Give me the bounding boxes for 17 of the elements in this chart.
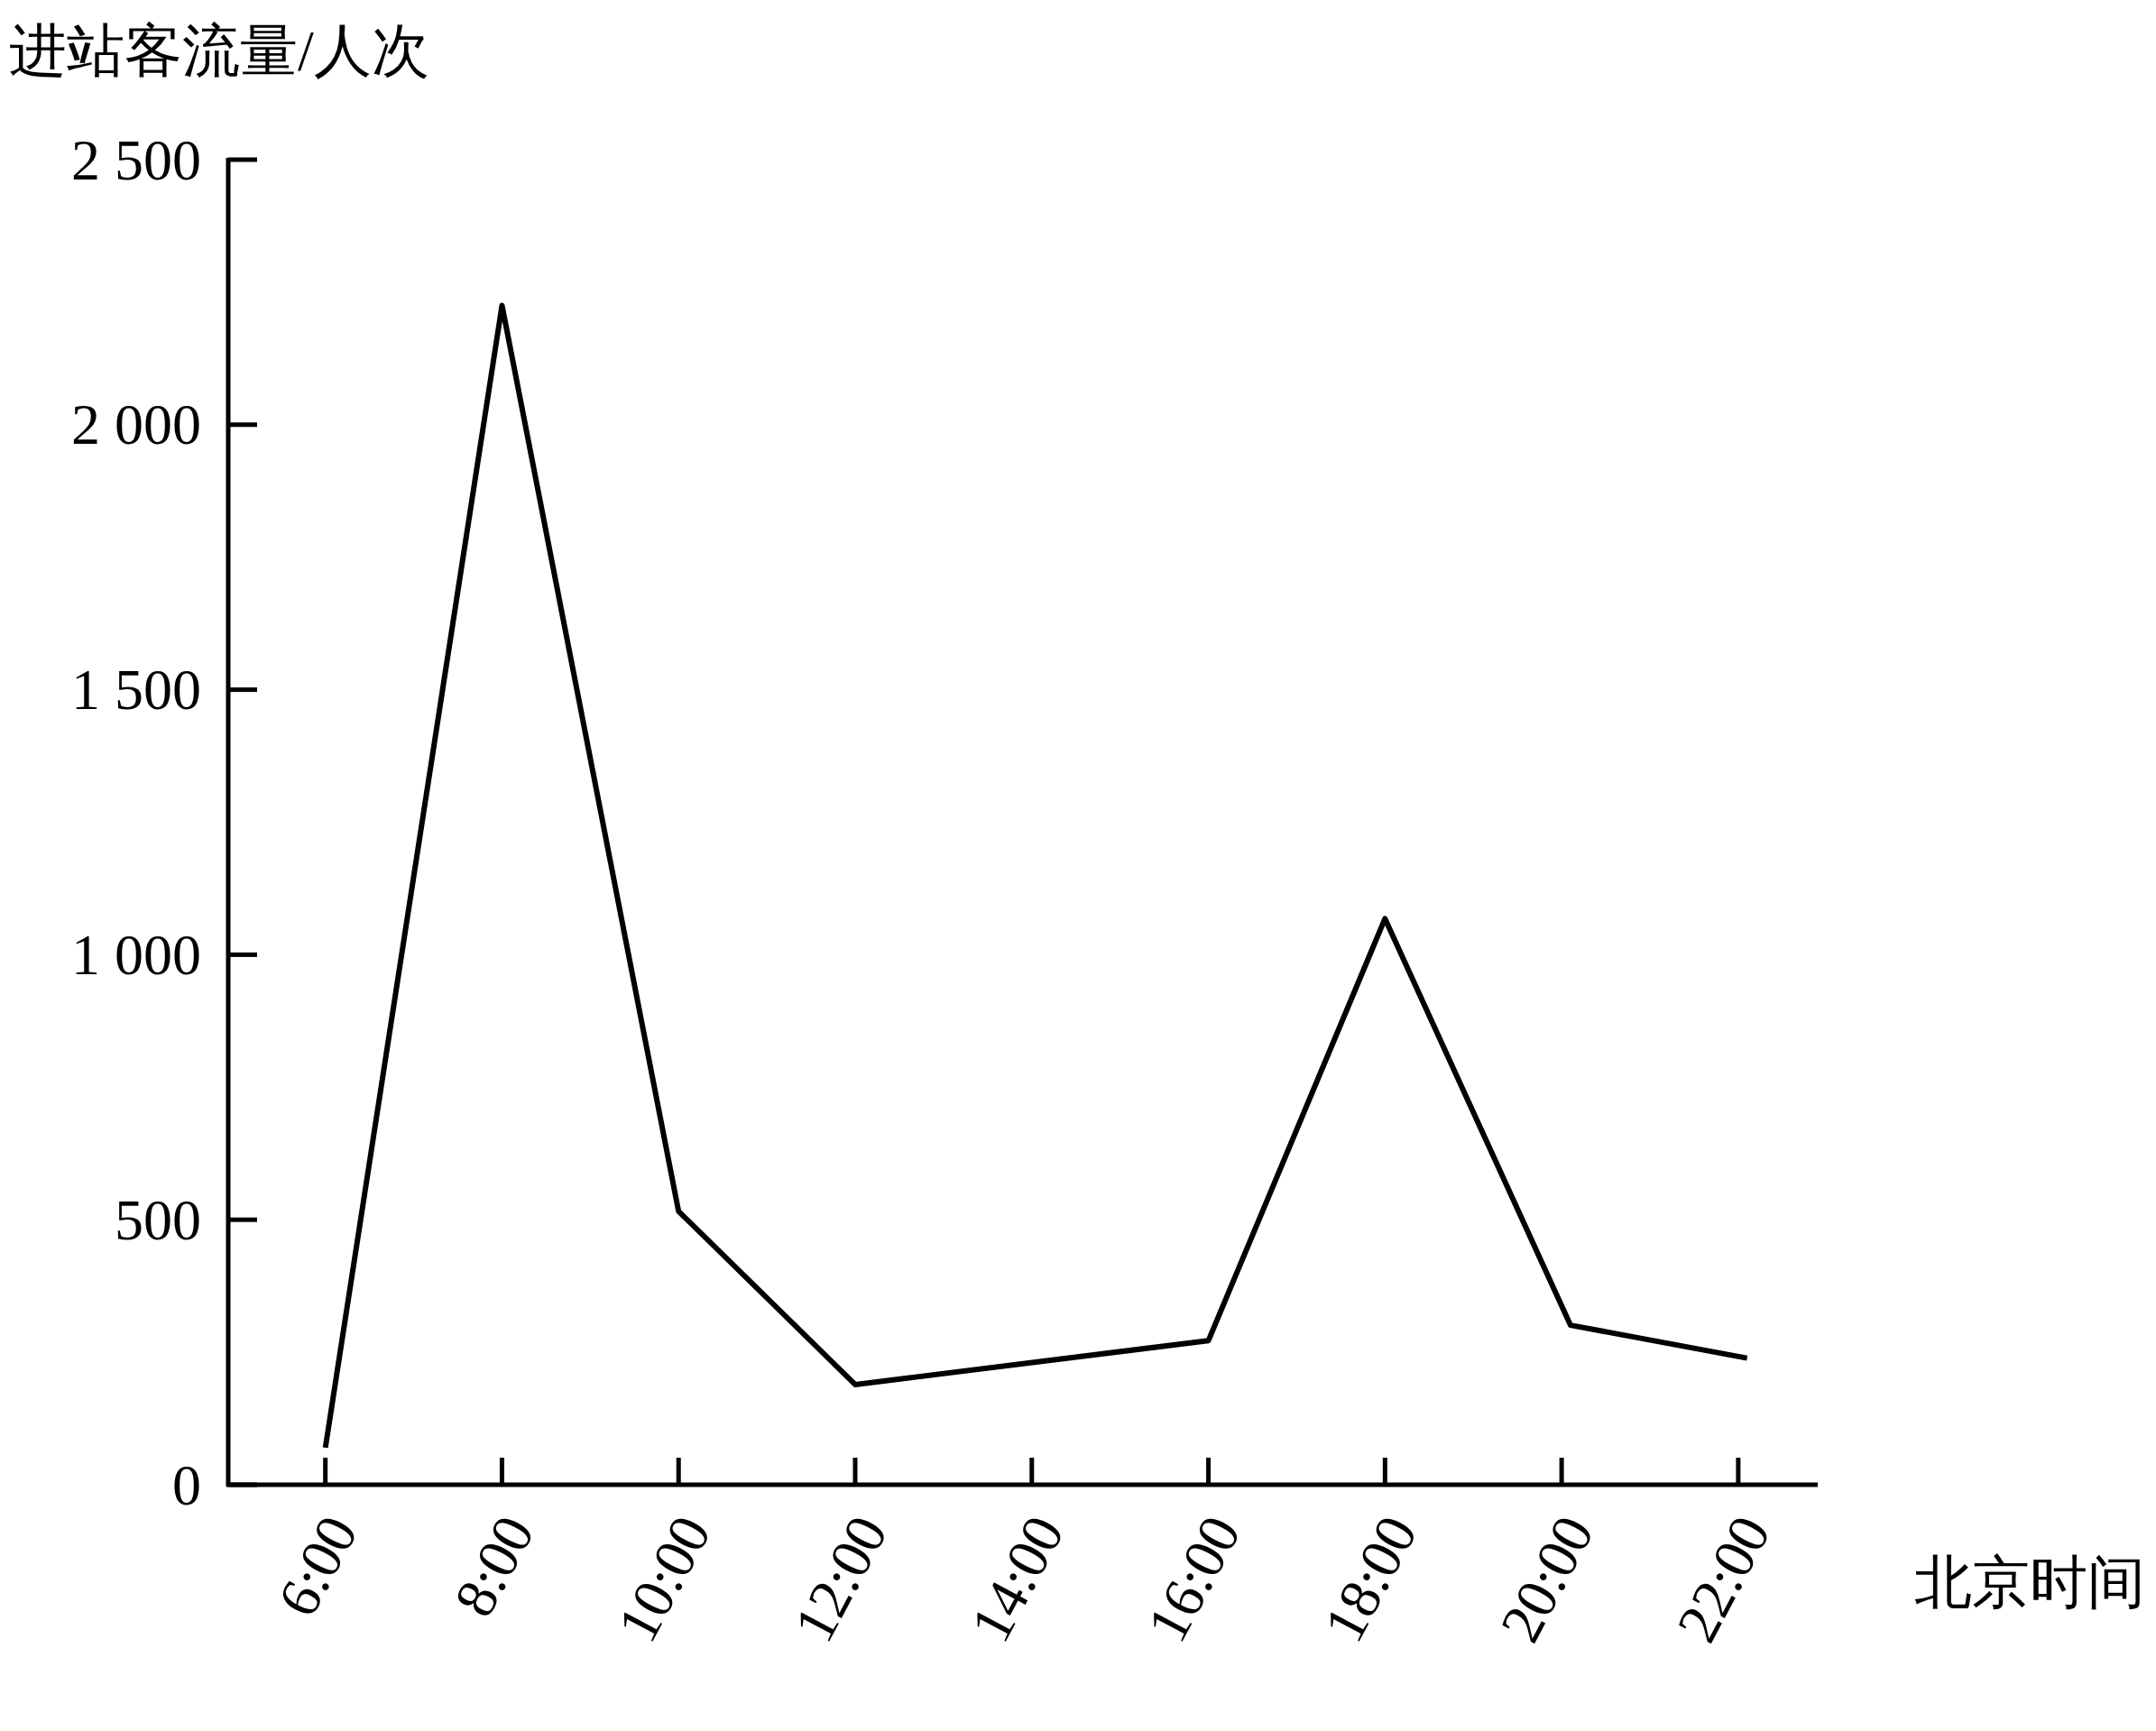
- x-tick-label: 8:00: [441, 1505, 547, 1627]
- x-tick-label: 22:00: [1664, 1505, 1783, 1653]
- ylabel: 进站客流量/人次: [9, 19, 429, 83]
- x-tick-label: 10:00: [604, 1505, 723, 1653]
- x-tick-label: 6:00: [264, 1505, 371, 1627]
- y-tick-label: 500: [115, 1187, 201, 1252]
- y-tick-label: 0: [172, 1452, 201, 1517]
- y-tick-label: 2 000: [71, 392, 201, 457]
- x-tick-label: 14:00: [958, 1505, 1077, 1653]
- y-tick-label: 1 500: [71, 658, 201, 723]
- y-tick-label: 2 500: [71, 127, 201, 192]
- x-tick-label: 20:00: [1488, 1505, 1607, 1653]
- x-tick-label: 16:00: [1134, 1505, 1253, 1653]
- y-tick-label: 1 000: [71, 922, 201, 987]
- x-tick-label: 18:00: [1311, 1505, 1430, 1653]
- x-tick-label: 12:00: [781, 1505, 900, 1653]
- xlabel: 北京时间: [1914, 1551, 2145, 1615]
